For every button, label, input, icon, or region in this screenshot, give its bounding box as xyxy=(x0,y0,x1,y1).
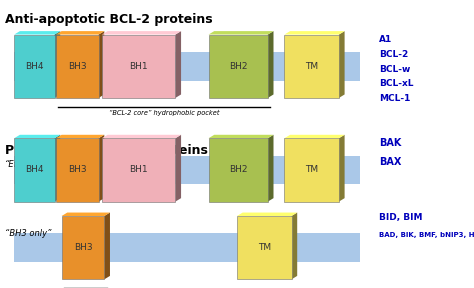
Polygon shape xyxy=(339,31,345,98)
FancyBboxPatch shape xyxy=(102,35,175,98)
Polygon shape xyxy=(175,31,181,98)
Text: TM: TM xyxy=(258,243,271,252)
Text: TM: TM xyxy=(305,62,318,71)
Text: BCL-w: BCL-w xyxy=(379,65,410,73)
Polygon shape xyxy=(62,213,110,216)
Text: BH3: BH3 xyxy=(68,62,87,71)
Text: “BCL-2 core” hydrophobic pocket: “BCL-2 core” hydrophobic pocket xyxy=(109,109,219,115)
Text: BH1: BH1 xyxy=(129,165,148,175)
Text: MCL-1: MCL-1 xyxy=(379,94,410,103)
Text: Anti-apoptotic BCL-2 proteins: Anti-apoptotic BCL-2 proteins xyxy=(5,13,212,26)
Polygon shape xyxy=(284,31,345,35)
Polygon shape xyxy=(209,135,273,138)
Text: BCL-xL: BCL-xL xyxy=(379,79,414,88)
FancyBboxPatch shape xyxy=(102,138,175,202)
Text: “BH3 only”: “BH3 only” xyxy=(5,229,51,238)
Text: BH1: BH1 xyxy=(129,62,148,71)
Text: BH3: BH3 xyxy=(73,243,92,252)
FancyBboxPatch shape xyxy=(284,138,339,202)
Polygon shape xyxy=(339,135,345,202)
Polygon shape xyxy=(55,135,60,202)
FancyBboxPatch shape xyxy=(56,35,99,98)
FancyBboxPatch shape xyxy=(209,138,268,202)
Text: BH2: BH2 xyxy=(229,165,247,175)
Polygon shape xyxy=(14,135,60,138)
Text: BH4: BH4 xyxy=(25,62,44,71)
Polygon shape xyxy=(56,135,104,138)
Polygon shape xyxy=(284,135,345,138)
Polygon shape xyxy=(102,135,181,138)
Polygon shape xyxy=(268,31,273,98)
Polygon shape xyxy=(268,135,273,202)
Text: BH3: BH3 xyxy=(68,165,87,175)
FancyBboxPatch shape xyxy=(237,216,292,279)
FancyBboxPatch shape xyxy=(14,35,55,98)
Polygon shape xyxy=(56,31,104,35)
FancyBboxPatch shape xyxy=(14,233,360,262)
Text: Pro-apoptotic BCL-2 proteins: Pro-apoptotic BCL-2 proteins xyxy=(5,144,208,157)
FancyBboxPatch shape xyxy=(14,138,55,202)
Polygon shape xyxy=(102,31,181,35)
Text: BAX: BAX xyxy=(379,157,401,167)
Text: BH2: BH2 xyxy=(229,62,247,71)
Polygon shape xyxy=(104,213,110,279)
Text: TM: TM xyxy=(305,165,318,175)
FancyBboxPatch shape xyxy=(14,52,360,81)
Polygon shape xyxy=(99,31,104,98)
Text: BH4: BH4 xyxy=(25,165,44,175)
FancyBboxPatch shape xyxy=(284,35,339,98)
Text: A1: A1 xyxy=(379,35,392,43)
Text: BCL-2: BCL-2 xyxy=(379,50,409,58)
Polygon shape xyxy=(55,31,60,98)
Text: BAK: BAK xyxy=(379,138,401,148)
Polygon shape xyxy=(14,31,60,35)
Polygon shape xyxy=(99,135,104,202)
Text: BID, BIM: BID, BIM xyxy=(379,213,423,222)
FancyBboxPatch shape xyxy=(56,138,99,202)
Polygon shape xyxy=(237,213,297,216)
Polygon shape xyxy=(175,135,181,202)
Polygon shape xyxy=(292,213,297,279)
FancyBboxPatch shape xyxy=(14,156,360,184)
Text: BAD, BIK, BMF, bNIP3, HRK, Noxa, PUMA: BAD, BIK, BMF, bNIP3, HRK, Noxa, PUMA xyxy=(379,232,474,238)
Polygon shape xyxy=(209,31,273,35)
FancyBboxPatch shape xyxy=(209,35,268,98)
FancyBboxPatch shape xyxy=(62,216,104,279)
Text: “Effectors”: “Effectors” xyxy=(5,160,51,169)
